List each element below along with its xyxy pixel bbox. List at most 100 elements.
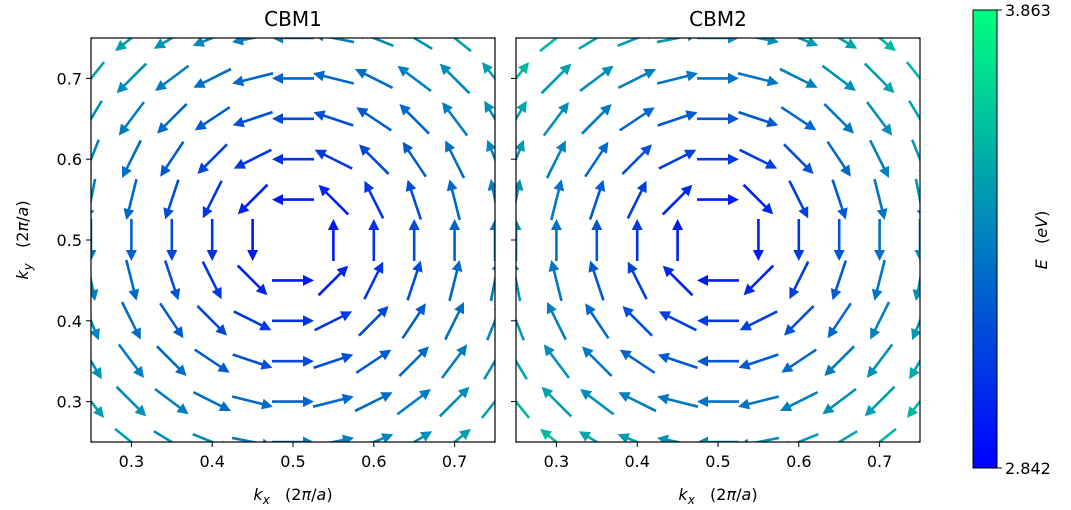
quiver-arrow bbox=[661, 184, 693, 216]
quiver-arrow bbox=[192, 38, 216, 47]
quiver-arrow bbox=[368, 219, 380, 261]
quiver-arrow bbox=[91, 399, 105, 418]
quiver-arrow bbox=[405, 179, 423, 220]
quiver-arrow bbox=[272, 153, 314, 165]
quiver-arrow bbox=[836, 430, 858, 442]
quiver-arrow bbox=[408, 219, 420, 261]
quiver-arrow bbox=[272, 194, 314, 206]
quiver-arrow bbox=[697, 113, 739, 125]
quiver-arrow bbox=[91, 219, 97, 261]
quiver-arrow bbox=[788, 180, 809, 219]
quiver-arrow bbox=[789, 261, 810, 300]
quiver-arrow bbox=[233, 310, 272, 331]
quiver-arrow bbox=[657, 110, 698, 127]
quiver-arrow bbox=[516, 62, 530, 81]
y-tick-label: 0.4 bbox=[57, 312, 82, 331]
quiver-arrow bbox=[193, 67, 232, 88]
quiver-arrow bbox=[697, 274, 739, 286]
quiver-arrow bbox=[543, 344, 570, 379]
quiver-arrow bbox=[192, 391, 231, 411]
quiver-arrow bbox=[742, 183, 774, 215]
quiver-arrow bbox=[483, 358, 495, 380]
quiver-arrow bbox=[441, 344, 468, 379]
quiver-arrow bbox=[232, 110, 273, 128]
quiver-arrow bbox=[231, 395, 273, 410]
quiver-arrow bbox=[314, 311, 353, 332]
quiver-arrow bbox=[869, 139, 889, 178]
quiver-arrow bbox=[784, 305, 815, 336]
quiver-arrow bbox=[160, 141, 185, 177]
quiver-arrow bbox=[516, 139, 525, 163]
quiver-arrow bbox=[585, 303, 610, 339]
quiver-arrow bbox=[739, 310, 778, 331]
quiver-arrow bbox=[863, 62, 895, 94]
quiver-arrow bbox=[272, 315, 314, 327]
quiver-arrow bbox=[658, 149, 697, 170]
quiver-arrow bbox=[439, 63, 471, 95]
quiver-arrow bbox=[516, 265, 522, 302]
quiver-arrow bbox=[356, 107, 392, 132]
plot-frame bbox=[515, 37, 921, 443]
quiver-arrow bbox=[516, 358, 528, 380]
axis-ticks: 0.3 0.4 0.5 0.6 0.7 0.3 0.4 0.5 0.6 0.7 bbox=[57, 69, 468, 471]
quiver-arrow bbox=[697, 355, 739, 367]
quiver-arrow bbox=[361, 38, 394, 47]
quiver-arrow bbox=[163, 179, 180, 220]
quiver-arrows bbox=[516, 38, 920, 442]
quiver-arrow bbox=[91, 178, 97, 215]
quiver-arrow bbox=[911, 317, 920, 341]
quiver-arrow bbox=[626, 180, 647, 219]
x-tick-label: 0.4 bbox=[199, 452, 224, 471]
quiver-arrow bbox=[201, 261, 222, 300]
quiver-arrow bbox=[125, 259, 140, 301]
quiver-arrow bbox=[452, 38, 472, 53]
quiver-arrow bbox=[326, 434, 354, 442]
quiver-arrow bbox=[697, 38, 739, 44]
quiver-arrow bbox=[396, 389, 431, 416]
quiver-arrow bbox=[358, 306, 389, 337]
panel-title: CBM1 bbox=[264, 7, 322, 31]
quiver-arrow bbox=[486, 139, 495, 163]
quiver-arrow bbox=[489, 265, 495, 302]
quiver-arrow bbox=[116, 62, 148, 94]
quiver-arrow bbox=[539, 38, 559, 53]
quiver-arrow bbox=[621, 144, 652, 175]
quiver-arrow bbox=[826, 141, 851, 177]
quiver-arrow bbox=[272, 72, 314, 84]
quiver-arrow bbox=[697, 194, 739, 206]
quiver-arrow bbox=[631, 219, 643, 261]
quiver-arrow bbox=[743, 264, 775, 296]
quiver-arrow bbox=[912, 273, 920, 301]
quiver-arrow bbox=[364, 180, 385, 219]
x-tick-label: 0.4 bbox=[624, 452, 649, 471]
quiver-arrow bbox=[155, 64, 190, 91]
quiver-arrow bbox=[871, 259, 886, 301]
quiver-arrow bbox=[194, 348, 230, 373]
quiver-arrow bbox=[830, 260, 848, 301]
quiver-arrow bbox=[821, 64, 856, 91]
quiver-arrow bbox=[751, 38, 779, 46]
quiver-arrow bbox=[579, 65, 614, 92]
quiver-arrow bbox=[793, 219, 805, 261]
quiver-arrow bbox=[444, 302, 464, 341]
quiver-arrow bbox=[550, 179, 565, 221]
panel-title: CBM2 bbox=[689, 7, 747, 31]
quiver-arrow bbox=[864, 385, 896, 417]
y-tick-label: 0.6 bbox=[57, 150, 82, 169]
quiver-arrow bbox=[118, 101, 145, 136]
x-tick-label: 0.7 bbox=[867, 452, 892, 471]
quiver-arrow bbox=[233, 148, 272, 169]
x-axis-label: kx (2π/a) bbox=[678, 485, 757, 507]
quiver-arrow bbox=[411, 38, 433, 50]
quiver-arrow bbox=[317, 265, 349, 297]
quiver-arrow bbox=[911, 139, 920, 172]
y-axis-label: ky (2π/a) bbox=[13, 200, 35, 279]
quiver-arrow bbox=[584, 141, 609, 178]
quiver-arrow bbox=[581, 104, 612, 135]
quiver-arrow bbox=[442, 102, 469, 137]
quiver-arrow bbox=[370, 433, 394, 442]
quiver-arrow bbox=[197, 143, 228, 174]
quiver-arrow bbox=[363, 261, 384, 300]
quiver-arrow bbox=[588, 260, 605, 301]
quiver-arrow bbox=[438, 386, 470, 418]
